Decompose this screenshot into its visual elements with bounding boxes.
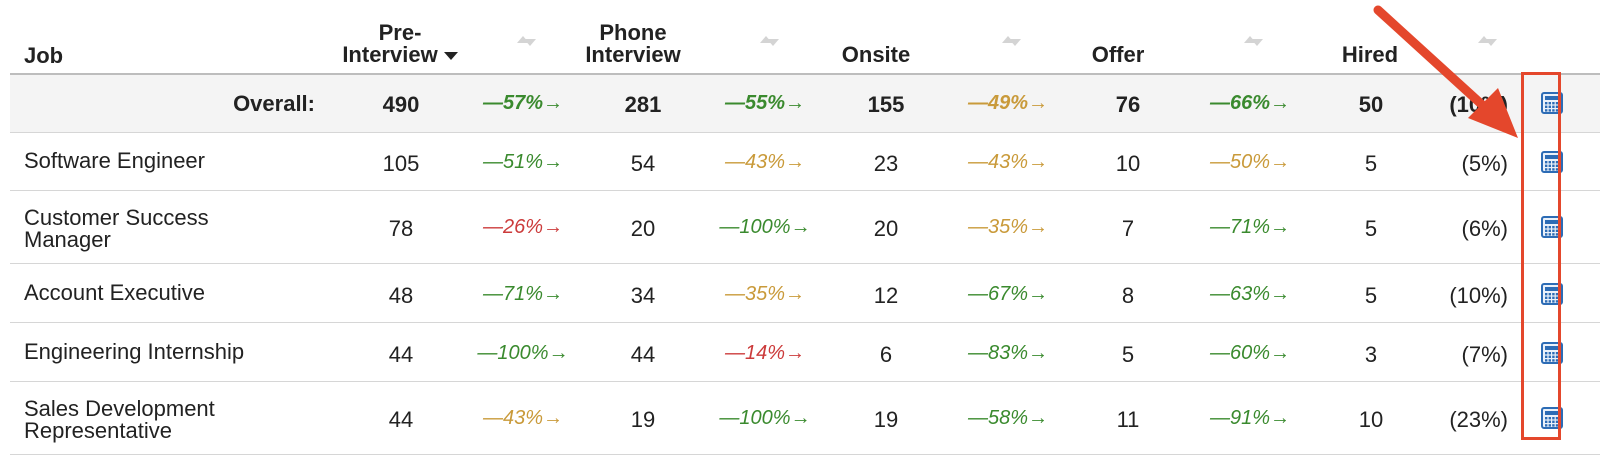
conv4: —60%→ xyxy=(1209,342,1291,364)
conv4: —63%→ xyxy=(1209,283,1291,305)
conv2: —100%→ xyxy=(719,216,811,238)
job-name-line2: Manager xyxy=(24,227,111,252)
header-offer[interactable]: Offer xyxy=(1091,42,1145,67)
calculator-icon[interactable] xyxy=(1541,407,1563,429)
phone-count: 20 xyxy=(630,216,656,241)
header-phone-line1: Phone xyxy=(599,20,667,45)
offer-count: 10 xyxy=(1115,151,1141,176)
pre-count: 78 xyxy=(388,216,414,241)
phone-count: 54 xyxy=(630,151,656,176)
header-pre-interview[interactable]: Pre- Interview xyxy=(340,22,460,66)
job-name[interactable]: Engineering Internship xyxy=(24,339,245,364)
job-name-line1: Customer Success xyxy=(24,205,209,230)
onsite-count: 23 xyxy=(873,151,899,176)
hired-count: 5 xyxy=(1364,151,1378,176)
header-pre-interview-line1: Pre- xyxy=(378,20,422,45)
conv3: —67%→ xyxy=(967,283,1049,305)
conv4: —91%→ xyxy=(1209,407,1291,429)
table-row: Engineering Internship 44 —100%→ 44 —14%… xyxy=(10,323,1600,382)
sort-arrows-icon[interactable] xyxy=(1000,36,1021,50)
phone-count: 44 xyxy=(630,342,656,367)
overall-conv1: —57%→ xyxy=(482,92,564,114)
hired-pct: (23%) xyxy=(1449,407,1508,432)
job-name-line1: Sales Development xyxy=(24,396,215,421)
conv3: —43%→ xyxy=(967,151,1049,173)
sort-desc-icon xyxy=(443,52,458,61)
overall-conv3: —49%→ xyxy=(967,92,1049,114)
calculator-icon[interactable] xyxy=(1541,92,1563,114)
hired-count: 5 xyxy=(1364,283,1378,308)
conv3: —35%→ xyxy=(967,216,1049,238)
phone-count: 34 xyxy=(630,283,656,308)
job-name[interactable]: Customer Success Manager xyxy=(24,207,209,251)
conv2: —100%→ xyxy=(719,407,811,429)
calculator-icon[interactable] xyxy=(1541,151,1563,173)
overall-label: Overall: xyxy=(233,91,315,116)
header-job[interactable]: Job xyxy=(24,43,64,68)
sort-arrows-icon[interactable] xyxy=(758,36,779,50)
onsite-count: 20 xyxy=(873,216,899,241)
job-name[interactable]: Account Executive xyxy=(24,280,205,305)
hired-pct: (10%) xyxy=(1449,283,1508,308)
phone-count: 19 xyxy=(630,407,656,432)
header-phone-interview[interactable]: Phone Interview xyxy=(573,22,693,66)
hired-count: 10 xyxy=(1358,407,1384,432)
offer-count: 11 xyxy=(1116,407,1140,432)
conv1: —26%→ xyxy=(482,216,564,238)
conv2: —14%→ xyxy=(724,342,806,364)
pre-count: 48 xyxy=(388,283,414,308)
sort-arrows-icon[interactable] xyxy=(1242,36,1263,50)
conv4: —71%→ xyxy=(1209,216,1291,238)
sort-arrows-icon[interactable] xyxy=(515,36,536,50)
hired-count: 3 xyxy=(1364,342,1378,367)
table-row: Customer Success Manager 78 —26%→ 20 —10… xyxy=(10,191,1600,264)
hired-pct: (6%) xyxy=(1461,216,1508,241)
conv1: —100%→ xyxy=(477,342,569,364)
overall-hired: 50 xyxy=(1358,92,1384,117)
header-onsite[interactable]: Onsite xyxy=(841,42,911,67)
onsite-count: 19 xyxy=(873,407,899,432)
header-hired[interactable]: Hired xyxy=(1341,42,1399,67)
calculator-icon[interactable] xyxy=(1541,342,1563,364)
overall-phone: 281 xyxy=(624,92,662,117)
conv2: —35%→ xyxy=(724,283,806,305)
highlight-box xyxy=(1521,72,1561,440)
overall-conv2: —55%→ xyxy=(724,92,806,114)
overall-offer: 76 xyxy=(1115,92,1141,117)
offer-count: 5 xyxy=(1121,342,1135,367)
conv3: —83%→ xyxy=(967,342,1049,364)
offer-count: 8 xyxy=(1121,283,1135,308)
pre-count: 44 xyxy=(388,342,414,367)
overall-pre: 490 xyxy=(382,92,420,117)
hired-count: 5 xyxy=(1364,216,1378,241)
onsite-count: 12 xyxy=(873,283,899,308)
calculator-icon[interactable] xyxy=(1541,283,1563,305)
job-name[interactable]: Sales Development Representative xyxy=(24,398,215,442)
offer-count: 7 xyxy=(1121,216,1135,241)
pre-count: 105 xyxy=(382,151,420,176)
conv2: —43%→ xyxy=(724,151,806,173)
conv3: —58%→ xyxy=(967,407,1049,429)
header-phone-line2: Interview xyxy=(585,42,681,67)
calculator-icon[interactable] xyxy=(1541,216,1563,238)
onsite-count: 6 xyxy=(879,342,893,367)
hired-pct: (5%) xyxy=(1461,151,1508,176)
hired-pct: (7%) xyxy=(1461,342,1508,367)
table-row: Account Executive 48 —71%→ 34 —35%→ 12 —… xyxy=(10,264,1600,323)
table-row: Sales Development Representative 44 —43%… xyxy=(10,382,1600,455)
table-row: Software Engineer 105 —51%→ 54 —43%→ 23 … xyxy=(10,132,1600,191)
job-name[interactable]: Software Engineer xyxy=(24,148,205,173)
conv4: —50%→ xyxy=(1209,151,1291,173)
overall-conv4: —66%→ xyxy=(1209,92,1291,114)
conv1: —51%→ xyxy=(482,151,564,173)
overall-onsite: 155 xyxy=(867,92,905,117)
table-header: Job Pre- Interview Phone Interview Onsit… xyxy=(10,0,1600,75)
conv1: —43%→ xyxy=(482,407,564,429)
sort-arrows-icon[interactable] xyxy=(1476,36,1497,50)
job-name-line2: Representative xyxy=(24,418,172,443)
pre-count: 44 xyxy=(388,407,414,432)
header-pre-interview-line2: Interview xyxy=(340,44,460,66)
conv1: —71%→ xyxy=(482,283,564,305)
